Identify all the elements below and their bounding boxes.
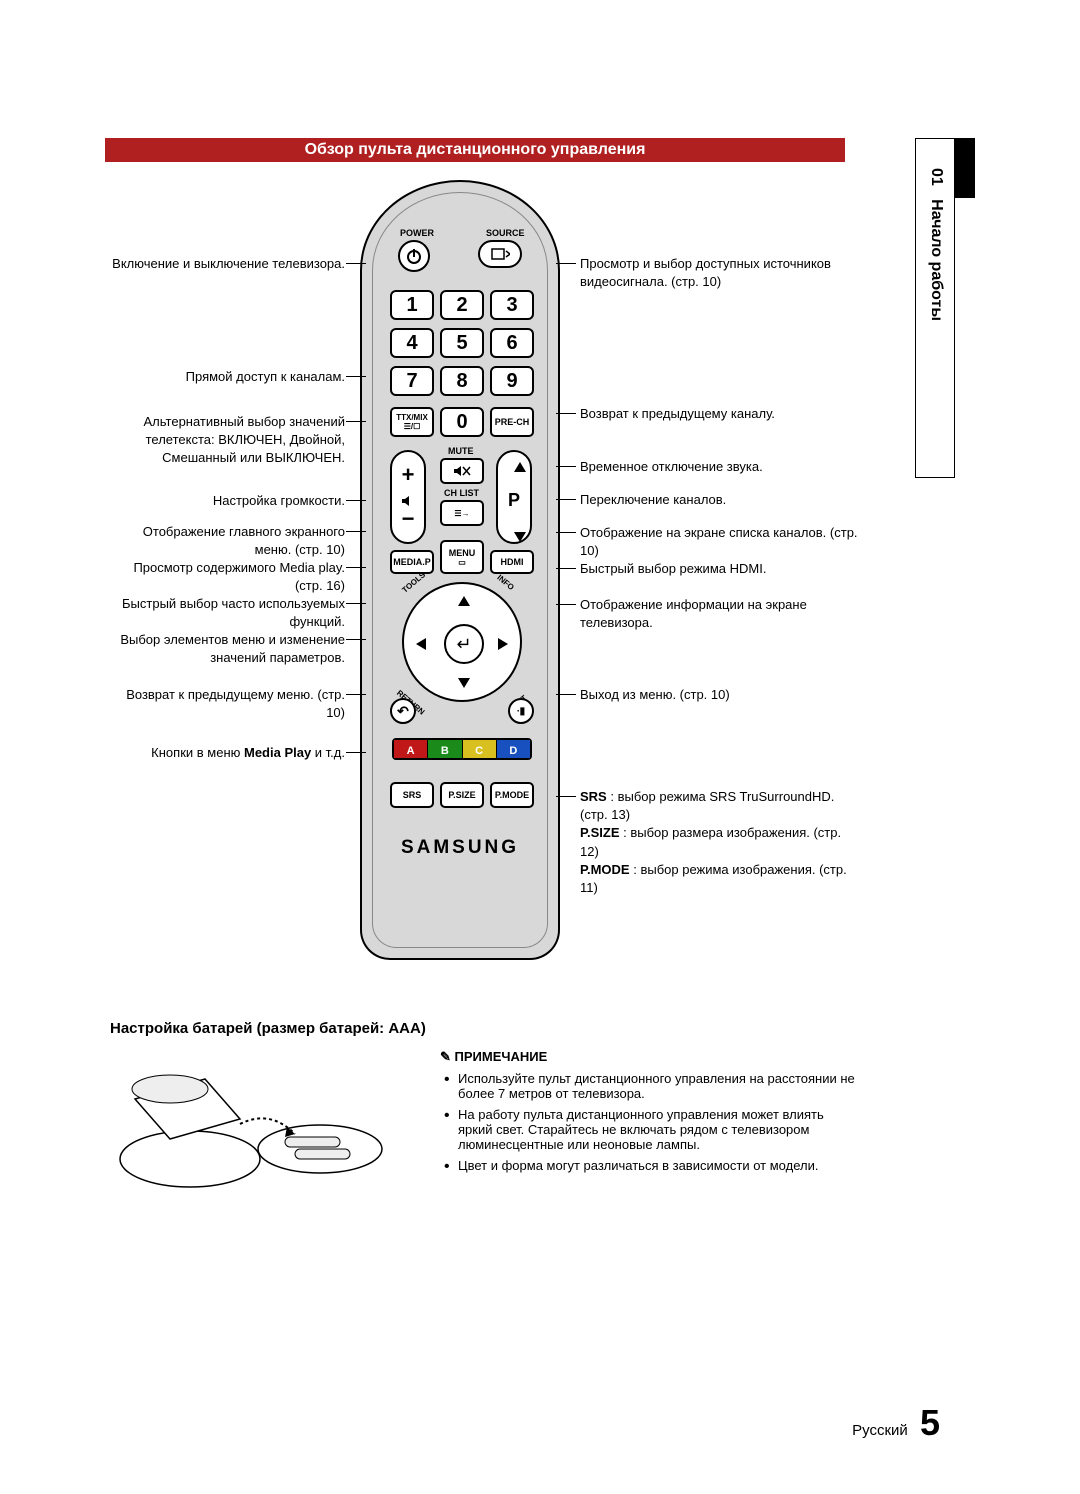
num-9: 9 — [490, 366, 534, 396]
exit-button: ∙▮ — [508, 698, 534, 724]
callout-right: Выход из меню. (стр. 10) — [580, 686, 860, 704]
dpad: ↵ — [402, 582, 522, 702]
note-item: Цвет и форма могут различаться в зависим… — [458, 1158, 860, 1173]
callout-left: Просмотр содержимого Media play. (стр. 1… — [105, 559, 345, 595]
srs-button: SRS — [390, 782, 434, 808]
dpad-up — [458, 596, 470, 606]
mute-icon — [453, 464, 471, 478]
color-a: A — [394, 740, 428, 758]
return-button: ↶ — [390, 698, 416, 724]
menu-label: MENU — [449, 548, 476, 558]
menu-icon: ▭ — [458, 558, 466, 567]
callout-left: Альтернативный выбор значений телетекста… — [105, 413, 345, 468]
num-8: 8 — [440, 366, 484, 396]
power-label: POWER — [400, 228, 434, 238]
callout-right: Переключение каналов. — [580, 491, 860, 509]
dpad-enter: ↵ — [444, 624, 484, 664]
callout-left: Выбор элементов меню и изменение значени… — [105, 631, 345, 667]
mediap-button: MEDIA.P — [390, 550, 434, 574]
color-b: B — [428, 740, 462, 758]
callout-left: Включение и выключение телевизора. — [105, 255, 345, 273]
volume-rocker: + − — [390, 450, 426, 544]
dpad-down — [458, 678, 470, 688]
power-button — [398, 240, 430, 272]
mute-button — [440, 458, 484, 484]
pmode-button: P.MODE — [490, 782, 534, 808]
footer-lang: Русский — [852, 1422, 908, 1439]
color-d: D — [497, 740, 530, 758]
note-block: ✎ ПРИМЕЧАНИЕ Используйте пульт дистанцио… — [440, 1049, 860, 1199]
side-tab-text: 01 Начало работы — [927, 168, 945, 468]
num-6: 6 — [490, 328, 534, 358]
vol-minus: − — [392, 506, 424, 532]
callout-right: Временное отключение звука. — [580, 458, 860, 476]
callout-left: Возврат к предыдущему меню. (стр. 10) — [105, 686, 345, 722]
footer-page: 5 — [920, 1402, 940, 1443]
num-5: 5 — [440, 328, 484, 358]
chlist-icon: ☰→ — [454, 509, 469, 518]
remote-control-diagram: POWER SOURCE 1 2 3 4 5 6 7 8 9 TTX/MIX ☰… — [360, 180, 560, 960]
dpad-left — [416, 638, 426, 650]
callout-left: Настройка громкости. — [105, 492, 345, 510]
callout-right: Просмотр и выбор доступных источников ви… — [580, 255, 860, 291]
mute-label: MUTE — [448, 446, 474, 456]
num-1: 1 — [390, 290, 434, 320]
page-footer: Русский 5 — [852, 1402, 940, 1444]
chapter-title: Начало работы — [928, 199, 945, 321]
note-list: Используйте пульт дистанционного управле… — [440, 1071, 860, 1173]
ttx-label: TTX/MIX — [396, 413, 428, 422]
chlist-label: CH LIST — [444, 488, 479, 498]
callout-right: Отображение информации на экране телевиз… — [580, 596, 860, 632]
battery-title: Настройка батарей (размер батарей: AAA) — [110, 1020, 860, 1037]
note-icon: ✎ — [440, 1049, 451, 1064]
callout-left: Прямой доступ к каналам. — [105, 368, 345, 386]
note-title: ✎ ПРИМЕЧАНИЕ — [440, 1049, 860, 1065]
channel-rocker: P — [496, 450, 532, 544]
chlist-button: ☰→ — [440, 500, 484, 526]
num-2: 2 — [440, 290, 484, 320]
battery-illustration — [110, 1049, 410, 1199]
note-item: Используйте пульт дистанционного управле… — [458, 1071, 860, 1101]
callout-right: Отображение на экране списка каналов. (с… — [580, 524, 860, 560]
side-tab-marker — [955, 138, 975, 198]
callout-right: Быстрый выбор режима HDMI. — [580, 560, 860, 578]
note-item: На работу пульта дистанционного управлен… — [458, 1107, 860, 1152]
callout-left: Отображение главного экранного меню. (ст… — [105, 523, 345, 559]
brand-logo: SAMSUNG — [362, 837, 558, 859]
ch-label: P — [498, 490, 530, 511]
section-header: Обзор пульта дистанционного управления — [105, 138, 845, 162]
vol-plus: + — [392, 462, 424, 488]
ch-up-icon — [514, 462, 526, 472]
source-icon — [490, 247, 510, 261]
color-buttons: A B C D — [392, 738, 532, 760]
power-icon — [405, 247, 423, 265]
ttx-mix-button: TTX/MIX ☰/☐ — [390, 407, 434, 437]
psize-button: P.SIZE — [440, 782, 484, 808]
pre-ch-button: PRE-CH — [490, 407, 534, 437]
callout-left: Быстрый выбор часто используемых функций… — [105, 595, 345, 631]
num-4: 4 — [390, 328, 434, 358]
callout-right: SRS : выбор режима SRS TruSurroundHD. (с… — [580, 788, 860, 897]
chapter-number: 01 — [928, 168, 945, 186]
num-7: 7 — [390, 366, 434, 396]
teletext-icon: ☰/☐ — [404, 422, 421, 431]
source-label: SOURCE — [486, 228, 525, 238]
ch-down-icon — [514, 532, 526, 542]
note-title-text: ПРИМЕЧАНИЕ — [455, 1049, 548, 1064]
side-tab: 01 Начало работы — [915, 138, 955, 478]
num-0: 0 — [440, 407, 484, 437]
menu-button: MENU ▭ — [440, 540, 484, 574]
battery-section: Настройка батарей (размер батарей: AAA) … — [110, 1020, 860, 1199]
color-c: C — [463, 740, 497, 758]
source-button — [478, 240, 522, 268]
dpad-right — [498, 638, 508, 650]
num-3: 3 — [490, 290, 534, 320]
callout-left: Кнопки в меню Media Play и т.д. — [105, 744, 345, 762]
callout-right: Возврат к предыдущему каналу. — [580, 405, 860, 423]
hdmi-button: HDMI — [490, 550, 534, 574]
